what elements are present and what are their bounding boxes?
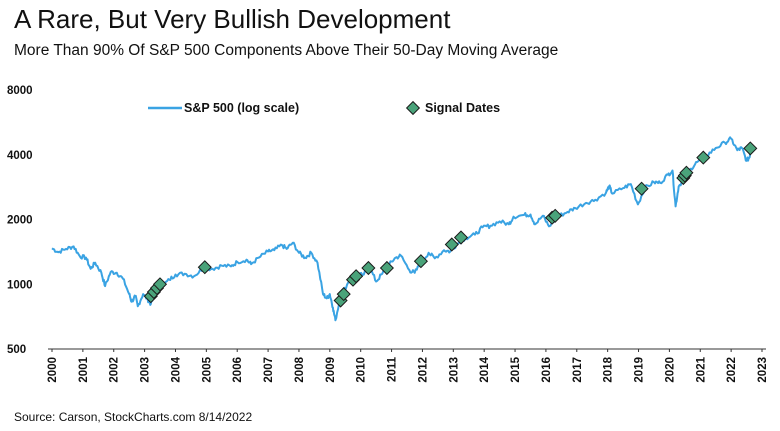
x-tick-label: 2018: [603, 356, 615, 382]
source-note: Source: Carson, StockCharts.com 8/14/202…: [14, 410, 253, 424]
legend: S&P 500 (log scale) Signal Dates: [148, 100, 500, 116]
signal-marker: [634, 181, 649, 196]
x-tick-label: 2004: [170, 356, 182, 382]
x-tick-label: 2009: [325, 357, 337, 383]
chart-subtitle: More Than 90% Of S&P 500 Components Abov…: [14, 42, 559, 59]
y-tick-label: 8000: [7, 85, 33, 97]
chart-title: A Rare, But Very Bullish Development: [14, 4, 451, 34]
x-tick-label: 2005: [201, 356, 213, 382]
signal-marker: [696, 150, 711, 165]
signal-marker: [679, 165, 694, 180]
legend-label-sp500: S&P 500 (log scale): [184, 101, 299, 115]
x-tick-label: 2000: [47, 357, 59, 383]
y-tick-label: 4000: [7, 150, 33, 162]
x-tick-label: 2022: [726, 357, 738, 383]
x-tick-label: 2020: [664, 357, 676, 383]
x-tick-label: 2011: [387, 356, 399, 382]
signal-marker: [349, 269, 364, 284]
signal-marker: [379, 260, 394, 276]
signal-markers: [143, 141, 758, 308]
signal-marker: [413, 254, 428, 269]
y-tick-label: 2000: [7, 215, 33, 227]
y-axis: 500 1000 2000 4000 8000: [7, 85, 33, 356]
legend-label-signals: Signal Dates: [425, 101, 500, 115]
x-tick-label: 2008: [294, 356, 306, 382]
signal-marker: [444, 237, 459, 252]
x-tick-label: 2017: [572, 357, 584, 383]
x-tick-label: 2006: [232, 357, 244, 383]
x-tick-label: 2016: [541, 357, 553, 383]
signal-marker: [453, 230, 469, 245]
signal-marker: [336, 287, 351, 302]
x-tick-label: 2012: [417, 357, 429, 383]
x-axis: 2000 2001 2002 2003 2004 2005 2006 2007 2008 2009…: [47, 349, 769, 383]
x-tick-label: 2003: [140, 357, 152, 383]
x-tick-label: 2021: [695, 356, 707, 382]
x-tick-label: 2002: [109, 357, 121, 383]
signal-marker: [197, 260, 212, 275]
x-tick-label: 2010: [356, 357, 368, 383]
signal-marker: [743, 141, 758, 156]
y-tick-label: 500: [7, 344, 26, 356]
y-tick-label: 1000: [7, 279, 33, 291]
x-tick-label: 2023: [757, 357, 769, 383]
x-tick-label: 2014: [479, 356, 491, 382]
signal-marker: [361, 260, 376, 276]
x-tick-label: 2001: [78, 356, 90, 382]
x-tick-label: 2015: [510, 356, 522, 382]
signal-marker: [152, 277, 168, 292]
x-tick-label: 2007: [263, 357, 275, 383]
x-tick-label: 2013: [448, 357, 460, 383]
x-tick-label: 2019: [634, 357, 646, 383]
legend-swatch-signals: [405, 100, 421, 116]
signal-marker: [548, 208, 563, 223]
